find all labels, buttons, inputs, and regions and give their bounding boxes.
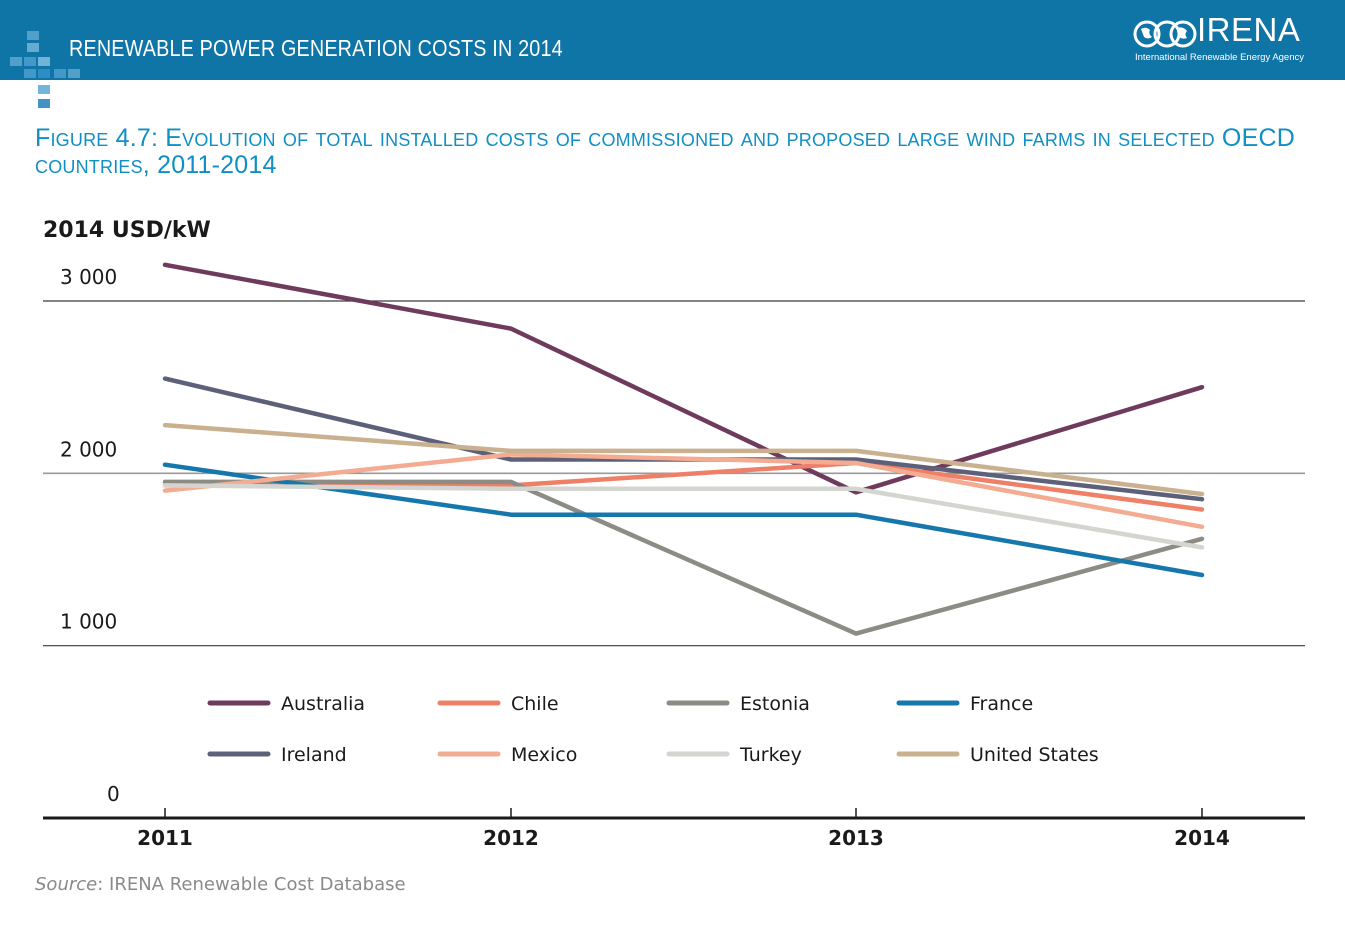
legend-label-united-states: United States [970,744,1099,766]
legend-label-australia: Australia [281,693,365,715]
tile-pattern-icon [10,31,80,108]
series-line-france [162,462,1205,578]
banner-title: RENEWABLE POWER GENERATION COSTS IN 2014 [69,35,563,61]
y-axis-unit-label: 2014 USD/kW [43,218,211,243]
figure-title: Figure 4.7: Evolution of total installed… [35,124,1295,179]
y-tick-label: 2 000 [60,437,117,461]
x-tick-label: 2011 [137,826,193,850]
x-tick-label: 2014 [1174,826,1230,850]
logo-wordmark: IRENA [1197,11,1301,48]
legend-label-estonia: Estonia [740,693,810,715]
series-line-estonia [162,479,1205,636]
legend-label-turkey: Turkey [739,744,802,766]
globe-logo-icon [1133,20,1197,48]
y-tick-label: 0 [107,782,120,806]
series-line-turkey [162,483,1205,550]
source-note: Source: IRENA Renewable Cost Database [35,874,406,895]
y-tick-label: 1 000 [60,610,117,634]
source-label: Source [35,874,98,895]
logo-subtitle: International Renewable Energy Agency [1135,52,1305,63]
series-line-mexico [162,452,1205,530]
irena-logo: IRENA International Renewable Energy Age… [1133,11,1323,68]
x-tick-label: 2013 [828,826,884,850]
series-line-united-states [162,422,1205,497]
legend-label-ireland: Ireland [281,744,347,766]
header-banner [0,0,1345,80]
source-text: : IRENA Renewable Cost Database [97,874,406,895]
y-tick-label: 3 000 [60,265,117,289]
series-line-australia [162,262,1205,495]
legend-label-mexico: Mexico [511,744,577,766]
legend-label-chile: Chile [511,693,559,715]
legend-label-france: France [970,693,1033,715]
x-tick-label: 2012 [483,826,539,850]
